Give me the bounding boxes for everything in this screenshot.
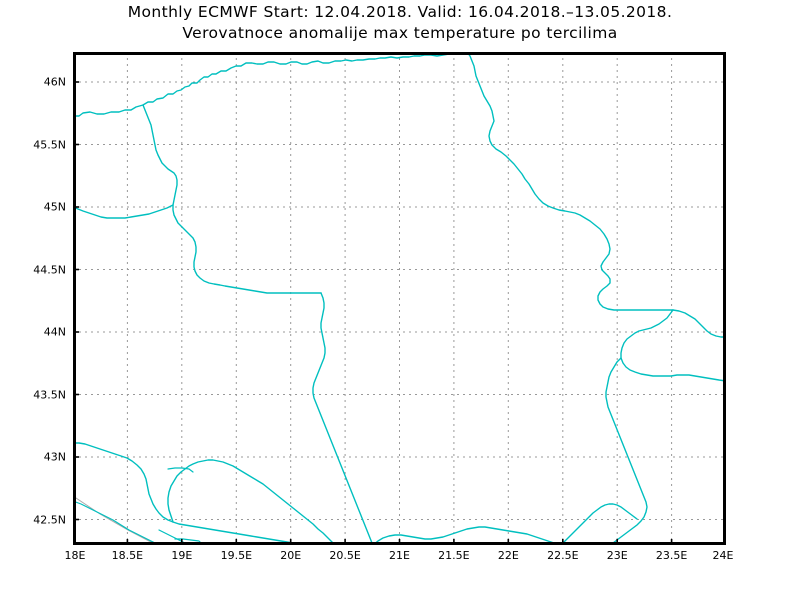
x-tick-label-21e: 21E <box>389 549 410 562</box>
x-tick-label-23-5e: 23.5E <box>655 549 688 562</box>
x-tick-label-18e: 18E <box>64 549 86 562</box>
border-serbia-bulgaria-south <box>605 357 648 545</box>
x-axis-label-group: 18E 18.5E 19E 19.5E 20E 20.5E 21E 21.5E … <box>65 549 734 569</box>
x-tick-label-23e: 23E <box>606 549 628 562</box>
western-borders <box>73 104 374 545</box>
x-tick-label-20e: 20E <box>280 549 302 562</box>
border-serbia-bosnia-drina <box>312 292 374 545</box>
figure-title-line-1: Monthly ECMWF Start: 12.04.2018. Valid: … <box>127 3 673 21</box>
border-croatia-hungary-north <box>73 52 468 117</box>
x-tick-label-20-5e: 20.5E <box>329 549 361 562</box>
x-tick-label-24e: 24E <box>712 549 734 562</box>
border-adriatic-inland <box>73 442 306 545</box>
map-canvas <box>73 52 726 545</box>
axis-tick-marks <box>73 81 673 545</box>
national-borders <box>73 52 726 338</box>
southeast-borders <box>372 309 726 545</box>
y-tick-label-42-5n: 42.5N <box>33 513 66 526</box>
x-tick-label-19e: 19E <box>171 549 193 562</box>
map-plot-area <box>73 52 726 545</box>
border-kosovo-macedonia <box>372 526 562 545</box>
y-tick-label-46n: 46N <box>43 75 66 89</box>
border-serbia-romania <box>672 309 726 338</box>
secondary-boundary-lines <box>73 495 160 545</box>
x-tick-label-19-5e: 19.5E <box>220 549 253 562</box>
y-tick-label-44n: 44N <box>43 325 66 339</box>
border-montenegro-kosovo-south <box>73 204 174 219</box>
figure-title-block: Monthly ECMWF Start: 12.04.2018. Valid: … <box>0 2 800 44</box>
border-montenegro-west <box>167 459 336 545</box>
y-tick-label-45n: 45N <box>43 200 66 214</box>
y-axis-label-group: 46N 45.5N 45N 44.5N 44N 43.5N 43N 42.5N <box>0 52 66 545</box>
y-tick-label-45-5n: 45.5N <box>33 138 66 151</box>
border-croatia-bosnia-northwest <box>142 104 322 294</box>
y-tick-label-44-5n: 44.5N <box>33 263 66 276</box>
y-tick-label-43-5n: 43.5N <box>33 388 66 401</box>
coastal-features <box>73 467 204 545</box>
x-tick-label-18-5e: 18.5E <box>111 549 144 562</box>
figure-title-line-2: Verovatnoce anomalije max temperature po… <box>182 24 618 42</box>
border-serbia-bulgaria <box>620 309 726 382</box>
y-tick-label-43n: 43N <box>43 450 66 464</box>
border-serbia-hungary-east <box>466 52 674 311</box>
gridlines <box>73 52 726 545</box>
x-tick-label-22e: 22E <box>497 549 519 562</box>
border-macedonia-inner <box>560 503 638 545</box>
x-tick-label-22-5e: 22.5E <box>547 549 579 562</box>
x-tick-label-21-5e: 21.5E <box>438 549 470 562</box>
